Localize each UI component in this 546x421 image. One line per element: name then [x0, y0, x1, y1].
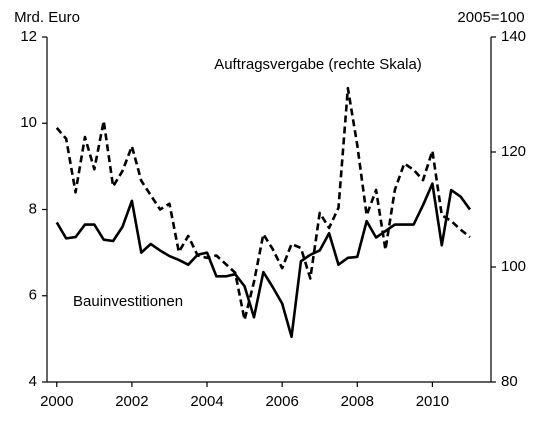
y-tick-label: 6 — [29, 287, 37, 304]
data-line — [55, 86, 471, 322]
y2-tick-label: 100 — [501, 258, 526, 275]
y-tick-label: 8 — [29, 200, 37, 217]
series-annotation: Auftragsvergabe (rechte Skala) — [214, 56, 422, 73]
y2-axis-label: 2005=100 — [457, 9, 524, 26]
series-annotation: Bauinvestitionen — [73, 293, 183, 310]
x-tick-label: 2008 — [341, 393, 374, 410]
x-tick-label: 2002 — [115, 393, 148, 410]
x-tick-label: 2004 — [190, 393, 223, 410]
x-tick-label: 2010 — [416, 393, 449, 410]
x-tick-label: 2000 — [40, 393, 73, 410]
y2-tick-label: 140 — [501, 28, 526, 45]
x-tick-label: 2006 — [265, 393, 298, 410]
y-tick-label: 10 — [20, 114, 37, 131]
y2-tick-label: 80 — [501, 373, 518, 390]
y-tick-label: 4 — [29, 373, 37, 390]
y-axis-label: Mrd. Euro — [14, 9, 80, 26]
y2-tick-label: 120 — [501, 143, 526, 160]
data-line — [55, 182, 472, 339]
y-tick-label: 12 — [20, 28, 37, 45]
